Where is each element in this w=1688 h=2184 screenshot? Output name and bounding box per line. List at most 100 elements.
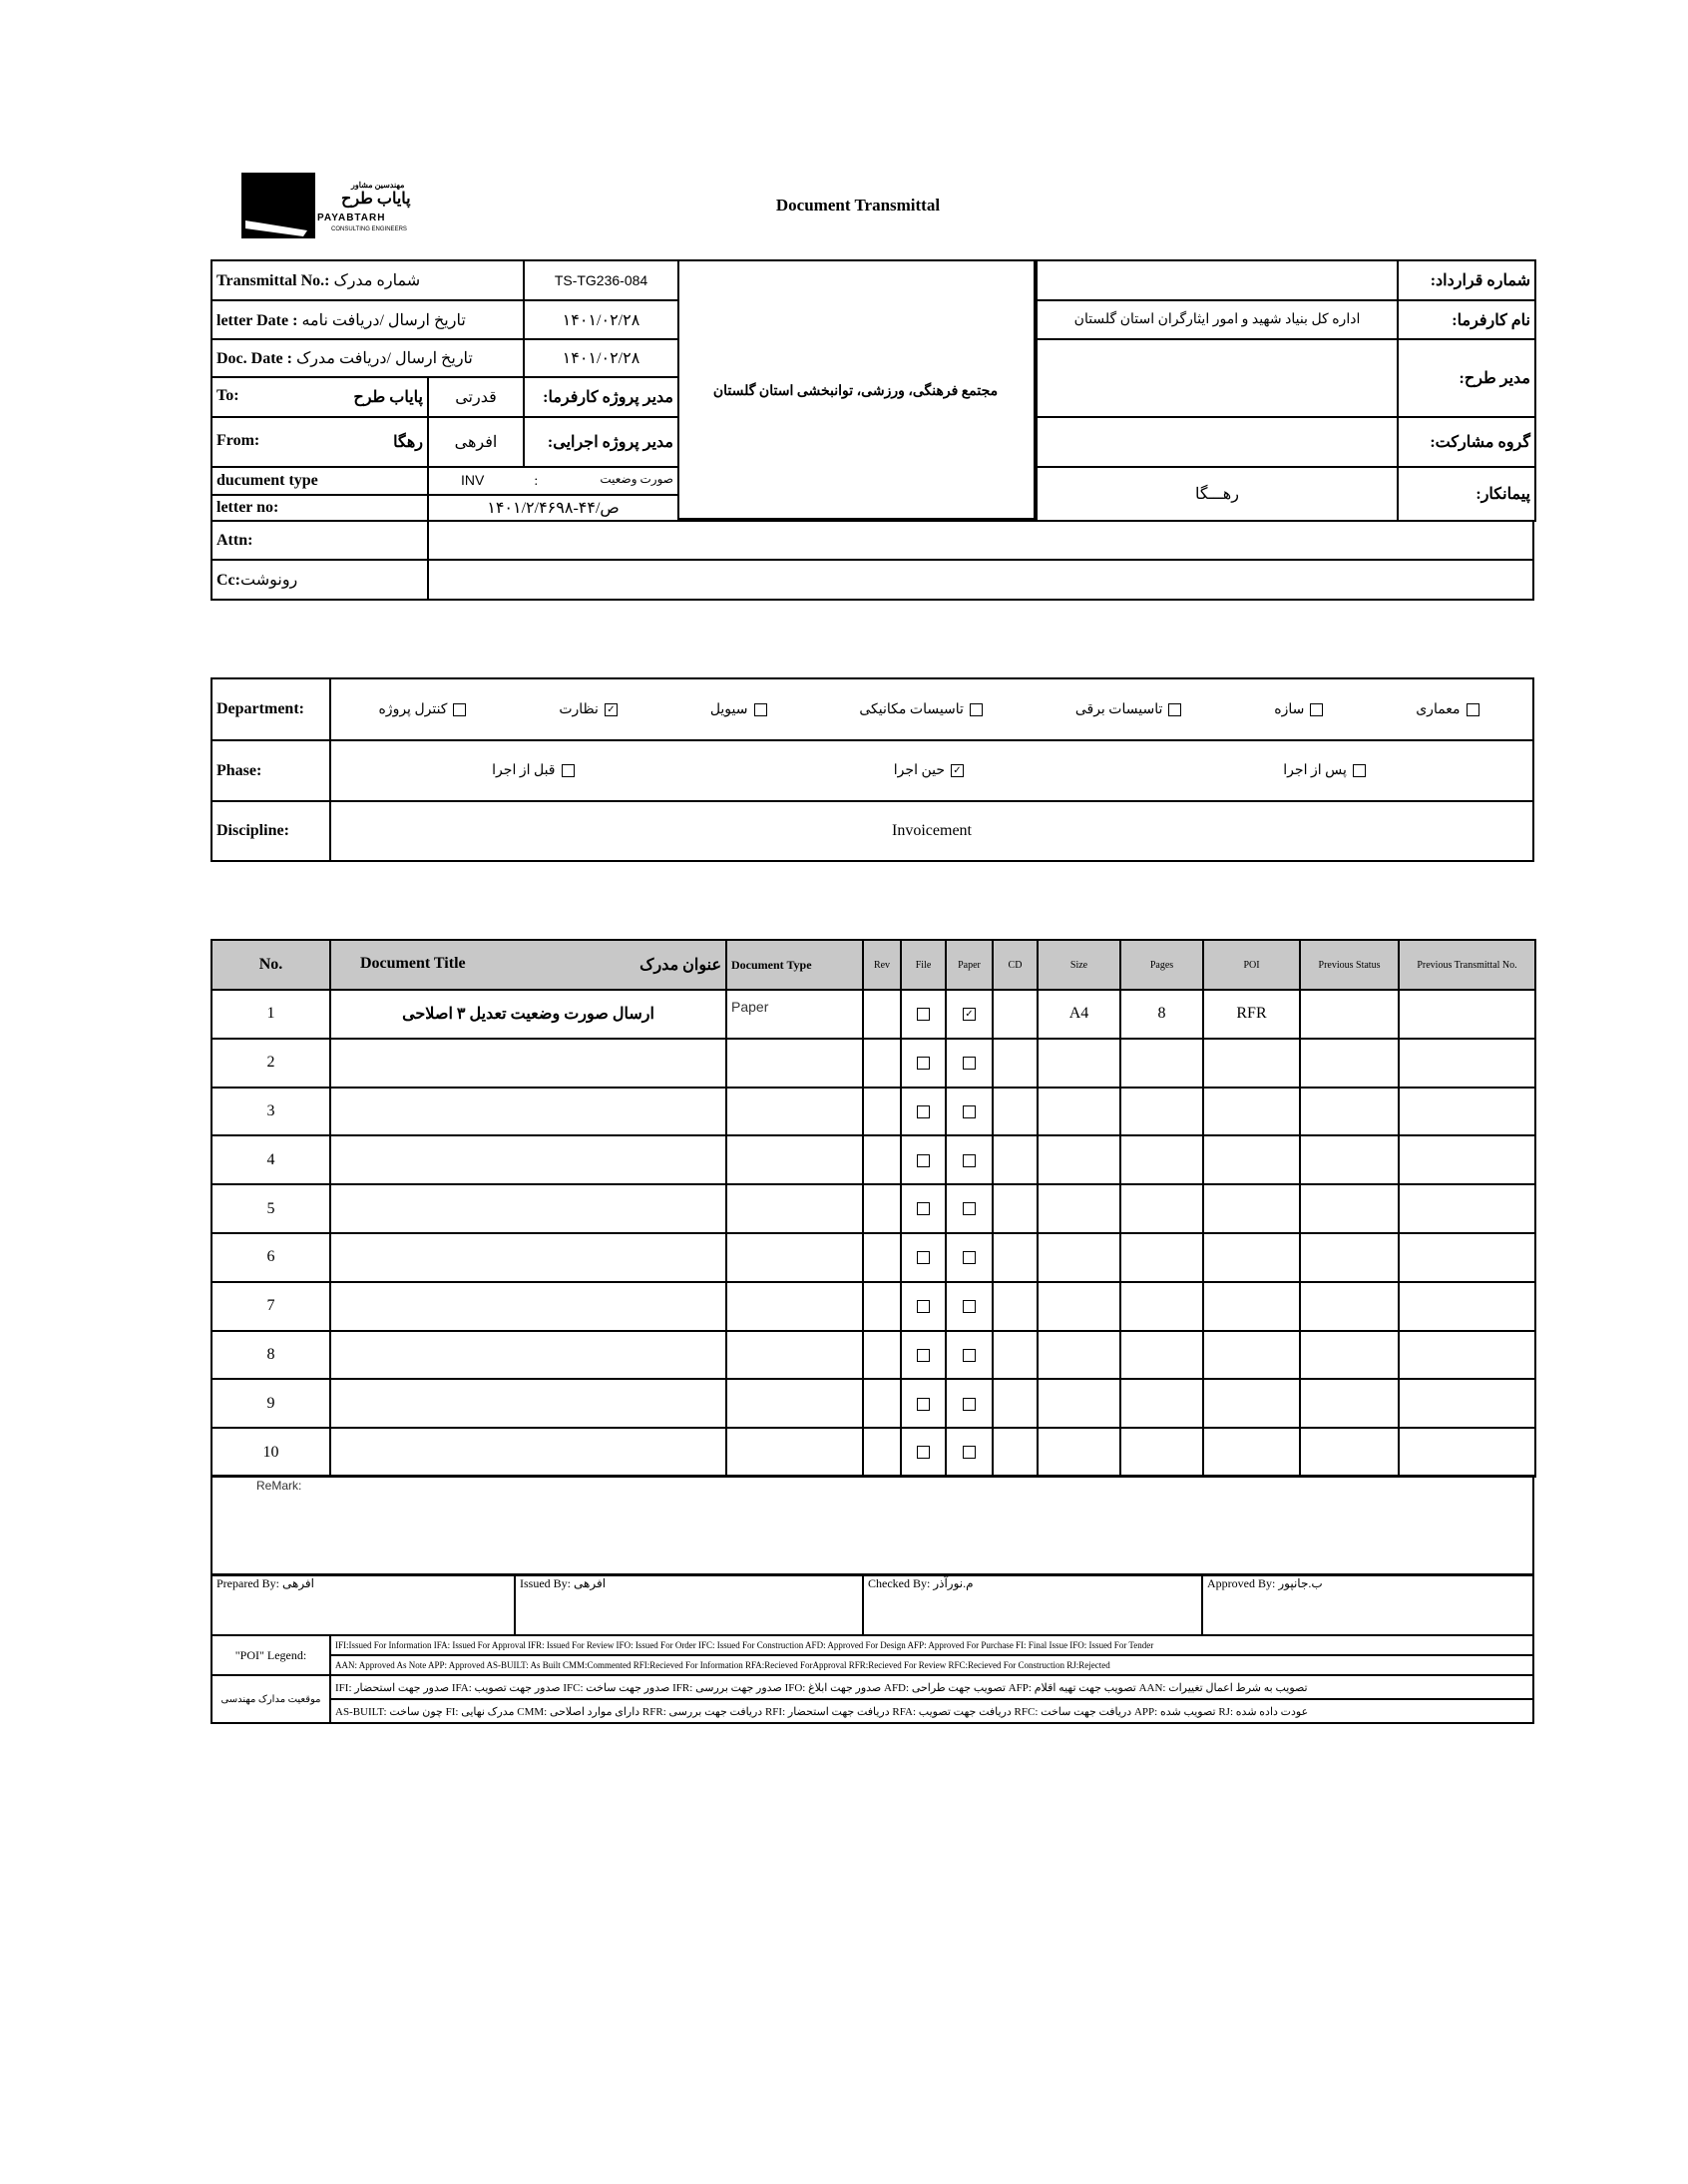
checkbox-icon[interactable] [917,1300,930,1313]
cell-no: 1 [211,989,331,1040]
cell-prev-status [1299,1329,1400,1381]
remark-box[interactable]: ReMark: [211,1475,1534,1575]
department-option-label: معماری [1416,701,1461,717]
cell-paper [945,1183,994,1234]
col-rev: Rev [862,939,902,991]
cell-cd [992,1183,1039,1234]
checkbox-icon[interactable] [963,1104,976,1118]
checkbox-icon[interactable] [917,1104,930,1118]
checkbox-checked-icon[interactable]: ✓ [951,764,964,778]
checkbox-icon[interactable] [917,1397,930,1411]
checkbox-icon[interactable] [963,1397,976,1411]
cell-paper [945,1231,994,1283]
department-option[interactable]: ✓ نظارت [559,701,624,718]
department-option[interactable]: تاسیسات مکانیکی [859,701,989,718]
checkbox-icon[interactable] [969,702,983,716]
cell-poi [1202,1086,1301,1137]
checkbox-icon[interactable] [963,1153,976,1167]
cell-cd [992,1037,1039,1089]
checkbox-icon[interactable] [963,1057,976,1071]
checkbox-icon[interactable] [917,1008,930,1022]
cell-type [725,1231,864,1283]
table-row: 10 [211,1427,1536,1478]
cell-poi [1202,1134,1301,1186]
checkbox-icon[interactable] [1310,702,1324,716]
cell-no: 4 [211,1134,331,1186]
cell-type [725,1378,864,1430]
checkbox-icon[interactable] [561,764,575,778]
attn-cc-table: Attn: Cc:رونوشت [211,520,1534,601]
cell-paper [945,1280,994,1332]
department-option[interactable]: کنترل پروژه [378,701,472,718]
cell-prev-transmittal [1398,1427,1536,1478]
pm-label: مدیر طرح: [1397,338,1536,418]
cell-poi [1202,1378,1301,1430]
department-option[interactable]: تاسیسات برقی [1075,701,1188,718]
logo-mark-icon [241,173,315,238]
department-option[interactable]: سازه [1274,701,1329,718]
checkbox-icon[interactable] [917,1057,930,1071]
col-size: Size [1037,939,1121,991]
phase-option[interactable]: قبل از اجرا [492,762,580,779]
cell-file [900,1086,947,1137]
department-label: Department: [211,677,331,741]
cell-type: Paper [725,989,864,1040]
checkbox-icon[interactable] [753,702,767,716]
cell-pages [1119,1378,1204,1430]
cell-no: 3 [211,1086,331,1137]
attn-field[interactable] [427,520,1534,561]
col-prev-transmittal: Previous Transmittal No. [1398,939,1536,991]
checkbox-icon[interactable] [917,1251,930,1265]
col-title: Document Title [360,955,466,972]
checkbox-icon[interactable] [1168,702,1182,716]
phase-option[interactable]: ✓ حین اجرا [894,762,970,779]
checkbox-icon[interactable] [963,1300,976,1313]
cell-pages [1119,1427,1204,1478]
checkbox-checked-icon[interactable]: ✓ [963,1008,976,1022]
col-pages: Pages [1119,939,1204,991]
cell-cd [992,1134,1039,1186]
cell-prev-transmittal [1398,1086,1536,1137]
transmittal-label-fa: شماره مدرک [333,272,421,289]
checkbox-checked-icon[interactable]: ✓ [604,702,618,716]
checkbox-icon[interactable] [453,702,467,716]
to-label: To: [216,387,239,404]
col-prev-status: Previous Status [1299,939,1400,991]
issued-by: Issued By: افرهی [514,1574,864,1636]
checkbox-icon[interactable] [917,1446,930,1460]
cell-rev [862,1378,902,1430]
col-file: File [900,939,947,991]
table-row: 4 [211,1134,1536,1186]
checkbox-icon[interactable] [1466,702,1479,716]
cell-rev [862,1086,902,1137]
checkbox-icon[interactable] [1352,764,1366,778]
cell-type [725,1086,864,1137]
cell-rev [862,1231,902,1283]
table-row: 3 [211,1086,1536,1137]
attn-label: Attn: [211,520,429,561]
department-option[interactable]: سیویل [710,701,773,718]
phase-option[interactable]: پس از اجرا [1283,762,1372,779]
checkbox-icon[interactable] [917,1153,930,1167]
doctype-colon: : [534,474,539,489]
fa-legend-line2: AS-BUILT: چون ساخت FI: مدرک نهایی CMM: د… [329,1698,1534,1724]
cc-field[interactable] [427,559,1534,601]
phase-label: Phase: [211,739,331,802]
phase-option-label: پس از اجرا [1283,763,1347,778]
checkbox-icon[interactable] [917,1202,930,1216]
checkbox-icon[interactable] [963,1202,976,1216]
table-row: 9 [211,1378,1536,1430]
checkbox-icon[interactable] [963,1446,976,1460]
col-type: Document Type [725,939,864,991]
transmittal-label: Transmittal No.: [216,272,330,289]
cell-type [725,1183,864,1234]
checkbox-icon[interactable] [917,1348,930,1362]
checkbox-icon[interactable] [963,1251,976,1265]
phase-options: پس از اجرا ✓ حین اجرا قبل از اجرا [335,762,1528,779]
cell-rev [862,1037,902,1089]
to-value: پایاب طرح [353,389,423,406]
checkbox-icon[interactable] [963,1348,976,1362]
department-option[interactable]: معماری [1416,701,1484,718]
cell-paper [945,1086,994,1137]
letter-date-label-fa: تاریخ ارسال /دریافت نامه [301,311,466,329]
